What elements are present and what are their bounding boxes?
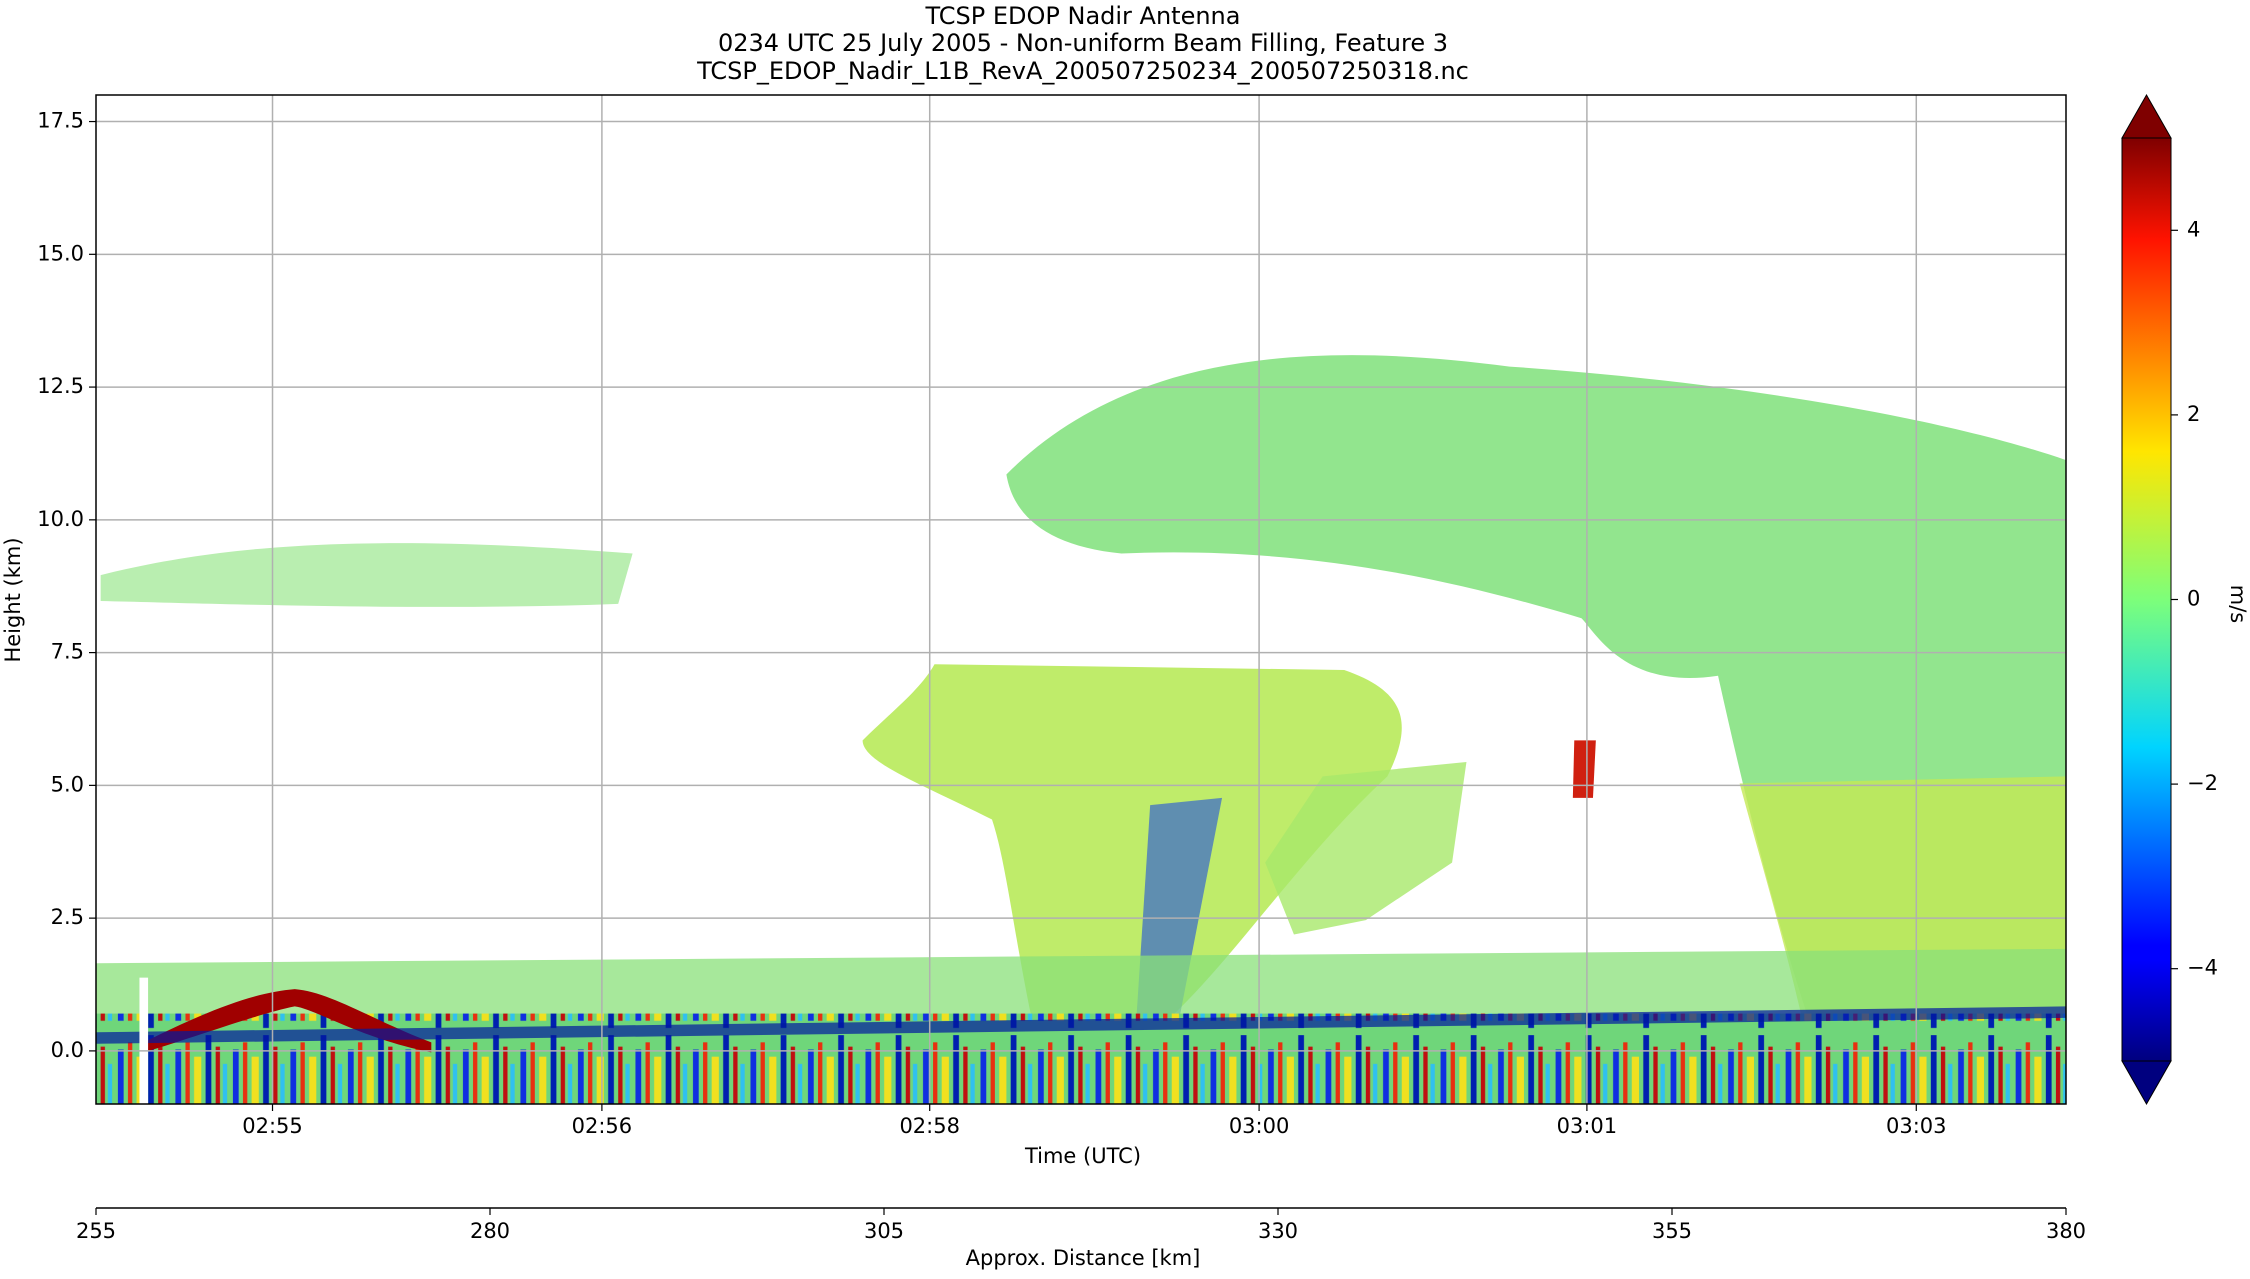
colorbar-tick-label: 2 — [2187, 402, 2200, 426]
y-axis-label: Height (km) — [1, 537, 25, 662]
chart-subtitle: 0234 UTC 25 July 2005 - Non-uniform Beam… — [718, 29, 1448, 57]
x2-tick-label: 255 — [76, 1219, 116, 1243]
colorbar — [2122, 138, 2171, 1061]
x-tick-label: 02:55 — [242, 1114, 303, 1138]
y-tick-label: 5.0 — [51, 772, 84, 796]
y-tick-label: 15.0 — [37, 241, 84, 265]
y-tick-label: 10.0 — [37, 507, 84, 531]
x-tick-label: 02:58 — [899, 1114, 960, 1138]
x2-tick-label: 380 — [2046, 1219, 2086, 1243]
y-tick-label: 0.0 — [51, 1038, 84, 1062]
x-tick-label: 03:00 — [1229, 1114, 1290, 1138]
x2-tick-label: 305 — [864, 1219, 904, 1243]
y-tick-label: 17.5 — [37, 109, 84, 133]
y-tick-label: 7.5 — [51, 640, 84, 664]
colorbar-tick-label: −2 — [2187, 771, 2218, 795]
x-tick-label: 03:01 — [1557, 1114, 1618, 1138]
x2-tick-label: 280 — [470, 1219, 510, 1243]
colorbar-tick-label: −4 — [2187, 956, 2218, 980]
x-tick-label: 02:56 — [572, 1114, 633, 1138]
x2-axis-label: Approx. Distance [km] — [966, 1246, 1201, 1270]
x2-tick-label: 355 — [1652, 1219, 1692, 1243]
chart-title: TCSP EDOP Nadir Antenna — [925, 2, 1241, 30]
y-tick-label: 2.5 — [51, 905, 84, 929]
chart-file-name: TCSP_EDOP_Nadir_L1B_RevA_200507250234_20… — [696, 57, 1469, 85]
colorbar-label: m/s — [2226, 585, 2250, 623]
y-tick-label: 12.5 — [37, 374, 84, 398]
x2-tick-label: 330 — [1258, 1219, 1298, 1243]
radar-image — [96, 355, 2066, 1104]
x-axis-label: Time (UTC) — [1024, 1144, 1141, 1168]
colorbar-tick-label: 4 — [2187, 217, 2200, 241]
x-tick-label: 03:03 — [1886, 1114, 1947, 1138]
colorbar-tick-label: 0 — [2187, 587, 2200, 611]
colorbar-extend-max — [2121, 93, 2172, 139]
colorbar-extend-min — [2121, 1060, 2172, 1106]
plot-frame — [95, 94, 2067, 1105]
